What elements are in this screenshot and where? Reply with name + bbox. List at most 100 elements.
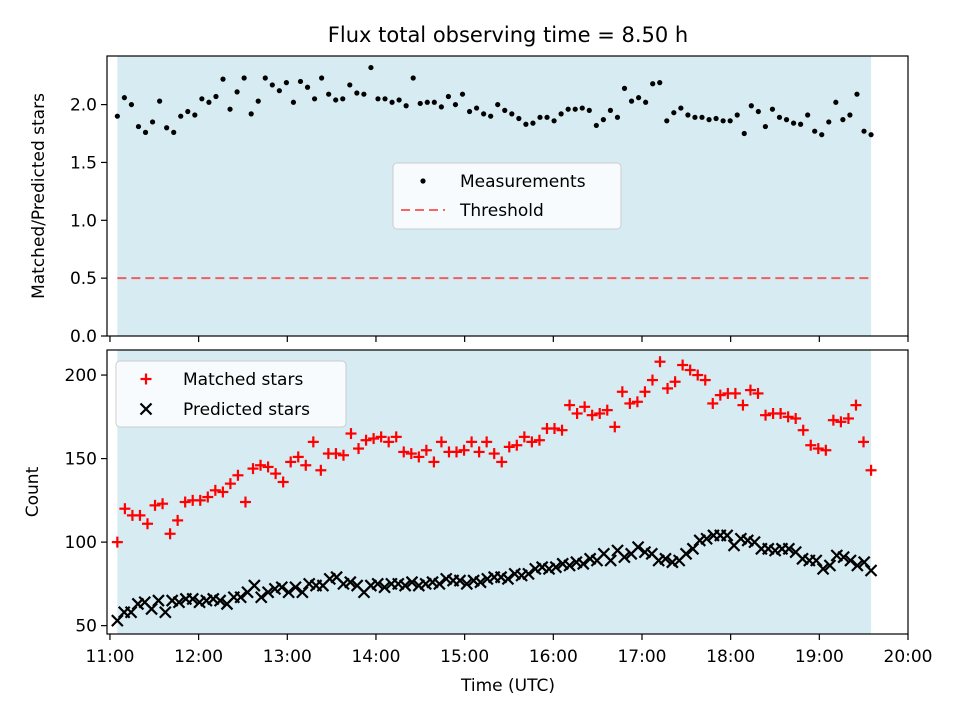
matched-point — [496, 456, 508, 468]
matched-point — [435, 436, 447, 448]
measurement-point — [819, 132, 825, 138]
matched-point — [526, 436, 538, 448]
predicted-point — [823, 559, 837, 572]
measurement-point — [509, 111, 515, 117]
predicted-point — [782, 542, 796, 556]
matched-points — [111, 356, 877, 548]
matched-point — [149, 499, 161, 511]
y-tick-label: 50 — [75, 617, 97, 637]
measurement-point — [621, 85, 628, 91]
matched-point — [458, 444, 470, 456]
matched-point — [164, 528, 176, 540]
predicted-point — [631, 540, 645, 554]
matched-point — [571, 407, 583, 419]
measurement-point — [783, 117, 790, 123]
count-legend: Matched stars Predicted stars — [115, 360, 347, 428]
measurement-point — [861, 128, 867, 134]
matched-point — [488, 448, 500, 460]
matched-point — [790, 412, 802, 424]
measurement-point — [368, 64, 374, 71]
y-tick-label: 2.0 — [70, 96, 97, 116]
measurement-point — [255, 98, 261, 104]
measurement-point — [297, 78, 304, 85]
measurement-point — [593, 122, 599, 129]
measurement-point — [354, 90, 360, 96]
matched-point — [850, 399, 862, 411]
x-tick-label: 20:00 — [884, 647, 933, 667]
matched-point — [782, 411, 794, 423]
measurement-point — [192, 112, 198, 118]
predicted-point — [344, 575, 357, 589]
x-tick-label: 18:00 — [706, 647, 755, 667]
matched-point — [285, 456, 297, 468]
predicted-point — [261, 585, 275, 599]
count-x-ticks: 11:00 12:00 13:00 14:00 15:00 16:00 17:00 18:00… — [85, 634, 933, 667]
predicted-point — [844, 554, 857, 567]
predicted-point — [501, 572, 515, 586]
measurement-point — [466, 108, 473, 115]
measurement-point — [276, 88, 282, 94]
predicted-point — [576, 557, 590, 571]
count-y-axis-label: Count — [23, 466, 43, 517]
measurement-point — [128, 101, 135, 108]
measurement-point — [206, 99, 212, 105]
y-tick-label: 150 — [65, 450, 97, 470]
matched-point — [805, 439, 817, 451]
matched-point — [586, 409, 598, 421]
measurement-point — [586, 107, 592, 113]
predicted-point — [371, 577, 384, 591]
predicted-point — [460, 577, 474, 591]
count-panel: 50 100 150 200 11:00 12:00 13:00 14:00 15:00 16:… — [23, 349, 933, 696]
matched-point — [729, 387, 741, 399]
matched-point — [737, 399, 749, 411]
measurement-point — [685, 112, 691, 118]
matched-point — [699, 374, 711, 386]
measurement-point — [149, 119, 156, 125]
measurement-point — [790, 120, 797, 126]
measurement-point — [812, 128, 818, 134]
matched-point — [466, 436, 478, 448]
measurement-point — [333, 97, 339, 103]
matched-point — [262, 461, 274, 473]
measurement-point — [382, 96, 388, 102]
x-tick-label: 13:00 — [263, 647, 312, 667]
matched-point — [533, 434, 545, 446]
measurement-point — [424, 99, 430, 105]
predicted-point — [851, 559, 864, 572]
matched-point — [677, 359, 689, 371]
measurement-point — [755, 108, 761, 115]
ratio-panel: 0.00.51.01.52.0 Matched/Predicted stars … — [29, 55, 909, 347]
matched-point — [277, 476, 289, 488]
matched-point — [179, 496, 191, 508]
matched-point — [202, 491, 214, 503]
matched-point — [473, 446, 485, 458]
matched-point — [609, 421, 621, 433]
matched-point — [820, 444, 832, 456]
measurement-point — [713, 115, 719, 122]
matched-point — [797, 424, 809, 436]
measurement-point — [699, 114, 705, 120]
predicted-point — [816, 562, 830, 576]
matched-point — [232, 469, 244, 481]
ratio-y-ticks: 0.0 0.5 1.0 1.5 2.0 — [70, 96, 107, 347]
ratio-legend: Measurements Threshold — [392, 162, 622, 230]
matched-point — [601, 404, 613, 416]
matched-point — [413, 451, 425, 463]
measurement-point — [769, 106, 776, 112]
matched-point — [390, 431, 402, 443]
matched-point — [337, 449, 349, 461]
matched-point — [111, 536, 123, 548]
matched-point — [842, 412, 854, 424]
measurement-point — [304, 84, 311, 90]
matched-point — [835, 416, 847, 428]
matched-point — [858, 436, 870, 448]
measurement-point — [248, 111, 254, 117]
measurement-point — [135, 123, 142, 130]
x-tick-label: 19:00 — [795, 647, 844, 667]
measurement-point — [868, 132, 874, 138]
matched-point — [631, 396, 643, 408]
matched-point — [368, 433, 380, 445]
measurement-point — [389, 99, 395, 105]
measurement-point — [142, 129, 149, 135]
